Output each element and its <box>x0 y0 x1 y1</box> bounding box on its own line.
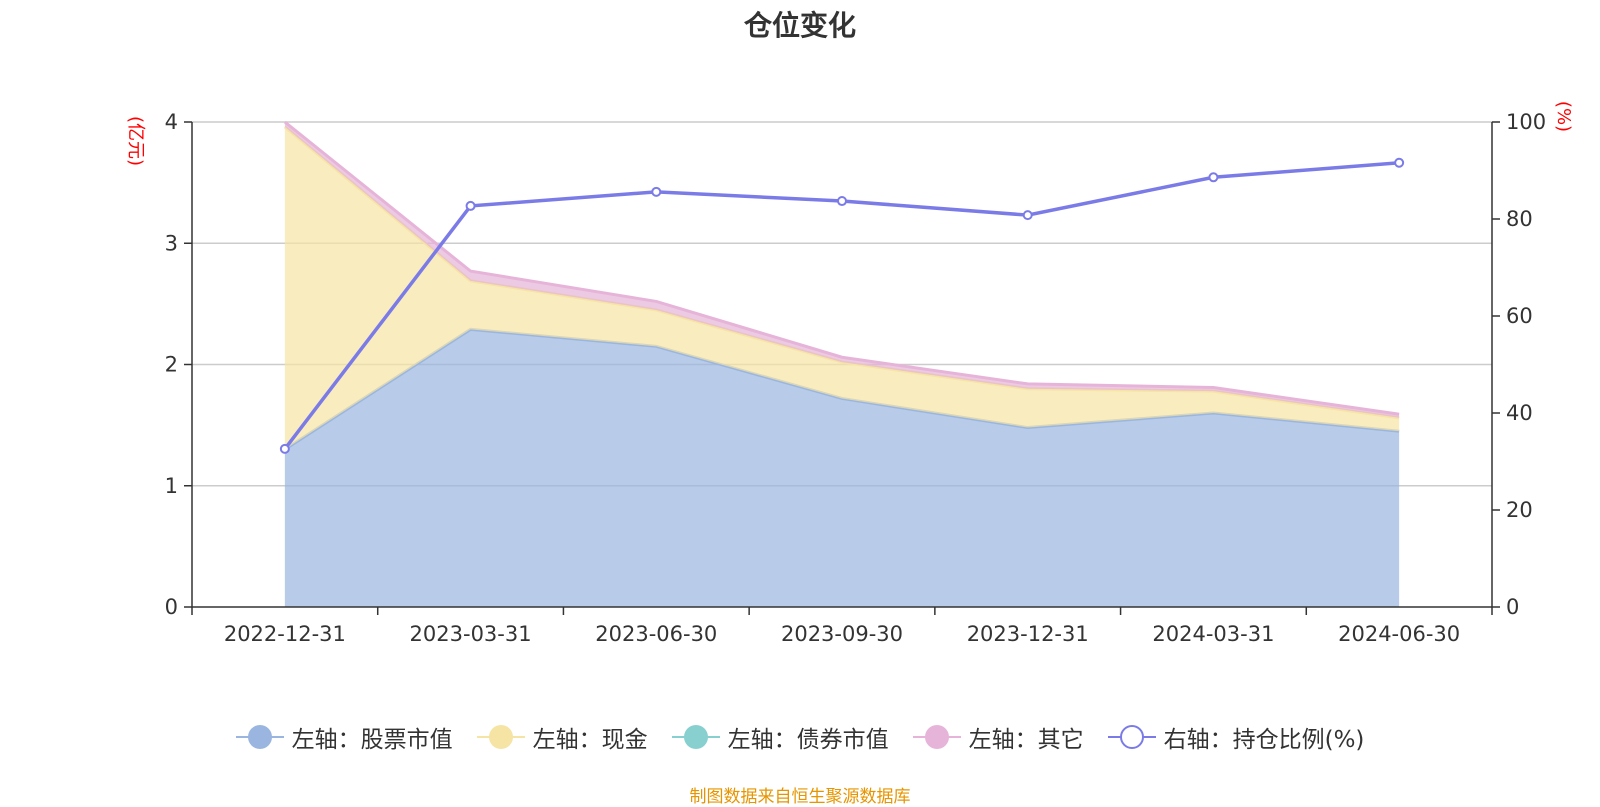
legend-marker-icon <box>912 723 961 751</box>
left-axis-tick-label: 3 <box>165 231 178 255</box>
right-axis-tick-label: 60 <box>1506 304 1533 328</box>
legend: 左轴：股票市值 左轴：现金 左轴：债券市值 左轴：其它 右轴：持仓比例(%) <box>0 720 1600 754</box>
left-axis-tick-label: 1 <box>165 474 178 498</box>
legend-marker-icon <box>1107 723 1156 751</box>
right-axis-tick-label: 80 <box>1506 207 1533 231</box>
right-axis-tick-label: 100 <box>1506 110 1546 134</box>
area-line-左轴：其它 <box>283 120 1400 416</box>
line-point <box>279 443 290 454</box>
chart-title: 仓位变化 <box>743 9 856 42</box>
line-point <box>1208 172 1219 183</box>
right-axis-tick-label: 0 <box>1506 595 1519 619</box>
legend-item[interactable]: 左轴：股票市值 <box>235 720 453 754</box>
legend-item[interactable]: 右轴：持仓比例(%) <box>1107 720 1365 754</box>
legend-marker-icon <box>476 723 525 751</box>
line-point <box>837 196 847 207</box>
left-axis-tick-label: 4 <box>165 110 178 134</box>
left-axis-tick-label: 2 <box>165 353 178 377</box>
left-axis-tick-label: 0 <box>165 595 178 619</box>
x-axis-tick-label: 2024-03-31 <box>1152 622 1274 646</box>
legend-marker-icon <box>235 723 284 751</box>
x-axis-tick-label: 2023-06-30 <box>595 622 717 646</box>
legend-item[interactable]: 左轴：现金 <box>476 720 648 754</box>
legend-label: 左轴：债券市值 <box>727 727 889 753</box>
legend-label: 左轴：其它 <box>968 727 1084 753</box>
legend-item[interactable]: 左轴：债券市值 <box>671 720 889 754</box>
source-note: 制图数据来自恒生聚源数据库 <box>689 787 911 807</box>
area-左轴：股票市值 <box>284 329 1400 607</box>
x-axis-tick-label: 2023-03-31 <box>410 622 532 646</box>
right-axis-tick-label: 20 <box>1506 498 1533 522</box>
x-axis-tick-label: 2022-12-31 <box>224 622 346 646</box>
line-point <box>465 200 476 211</box>
line-point <box>1394 157 1405 168</box>
line-point <box>651 186 662 197</box>
legend-label: 左轴：现金 <box>532 727 648 753</box>
legend-item[interactable]: 左轴：其它 <box>912 720 1084 754</box>
right-axis-tick-label: 40 <box>1506 401 1533 425</box>
legend-label: 右轴：持仓比例(%) <box>1163 727 1365 753</box>
x-axis-tick-label: 2024-06-30 <box>1338 622 1460 646</box>
line-point <box>1022 210 1033 221</box>
x-axis-tick-label: 2023-12-31 <box>967 622 1089 646</box>
legend-label: 左轴：股票市值 <box>291 727 453 753</box>
legend-marker-icon <box>671 723 720 751</box>
x-axis-tick-label: 2023-09-30 <box>781 622 903 646</box>
